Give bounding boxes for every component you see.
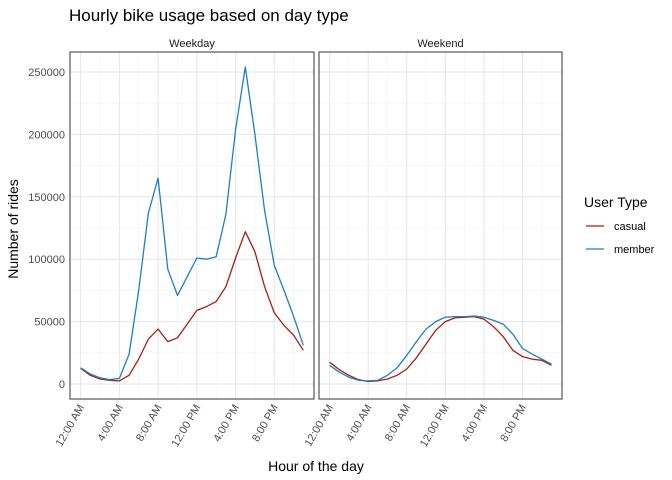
- x-tick-label: 8:00 AM: [134, 403, 165, 444]
- chart-title: Hourly bike usage based on day type: [69, 6, 349, 25]
- x-tick-label: 8:00 AM: [383, 403, 414, 444]
- legend-label-casual: casual: [614, 221, 646, 233]
- panel-weekday: Weekday: [69, 38, 315, 400]
- y-axis-title: Number of rides: [5, 179, 21, 279]
- legend-label-member: member: [614, 244, 655, 256]
- y-tick-label: 100000: [28, 254, 65, 266]
- series-line-weekend-member: [329, 315, 552, 382]
- series-line-weekend-casual: [329, 315, 552, 383]
- x-tick-label: 8:00 PM: [250, 403, 281, 444]
- series-line-weekday-member: [80, 66, 304, 381]
- x-axis-title: Hour of the day: [268, 458, 364, 474]
- x-tick-label: 4:00 PM: [460, 402, 491, 443]
- panel-weekend: Weekend: [318, 38, 563, 400]
- x-tick-label: 12:00 AM: [54, 403, 88, 449]
- x-tick-label: 8:00 PM: [498, 403, 529, 444]
- x-tick-label: 4:00 AM: [344, 403, 375, 444]
- panel-strip-label: Weekend: [417, 38, 463, 50]
- panel-border: [69, 51, 315, 400]
- panels: Weekday 0 50000 100000 150000 200000 250000 12:…: [28, 38, 563, 450]
- y-tick-label: 0: [59, 379, 65, 391]
- x-tick-label: 4:00 AM: [95, 403, 126, 444]
- legend: User Type casual member: [584, 194, 655, 256]
- y-tick-label: 200000: [28, 129, 65, 141]
- panel-strip-label: Weekday: [169, 38, 215, 50]
- y-tick-label: 50000: [34, 317, 65, 329]
- legend-title: User Type: [584, 194, 648, 210]
- x-tick-label: 12:00 PM: [418, 403, 452, 450]
- x-tick-label: 12:00 AM: [303, 403, 337, 449]
- y-tick-label: 250000: [28, 67, 65, 79]
- x-tick-label: 4:00 PM: [211, 403, 242, 444]
- panel-border: [318, 51, 563, 400]
- x-tick-label: 12:00 PM: [170, 403, 204, 450]
- y-tick-label: 150000: [28, 192, 65, 204]
- series-line-weekday-casual: [80, 231, 304, 382]
